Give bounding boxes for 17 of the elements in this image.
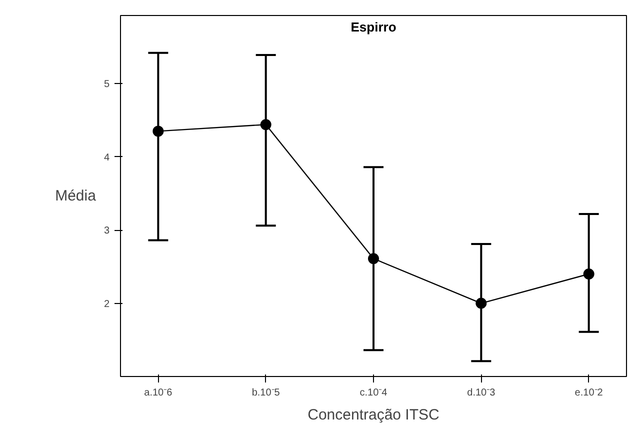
x-tick-label: b.10⁻5 <box>252 388 280 398</box>
x-tick-label: e.10⁻2 <box>574 388 604 398</box>
chart-title: Espirro <box>350 20 396 34</box>
y-tick-label: 2 <box>104 298 110 310</box>
x-tick-label: a.10⁻6 <box>144 388 173 398</box>
x-axis-title: Concentração ITSC <box>308 406 440 424</box>
x-tick-label: c.10⁻4 <box>360 388 388 398</box>
x-tick-label: d.10⁻3 <box>467 388 496 398</box>
point <box>260 119 272 130</box>
point <box>583 268 594 280</box>
point <box>152 126 164 137</box>
point <box>368 253 379 264</box>
y-axis-title: Média <box>55 188 97 204</box>
y-tick-label: 5 <box>104 79 110 90</box>
point <box>476 298 487 309</box>
y-tick-label: 4 <box>104 152 110 164</box>
y-tick-label: 3 <box>104 226 110 237</box>
